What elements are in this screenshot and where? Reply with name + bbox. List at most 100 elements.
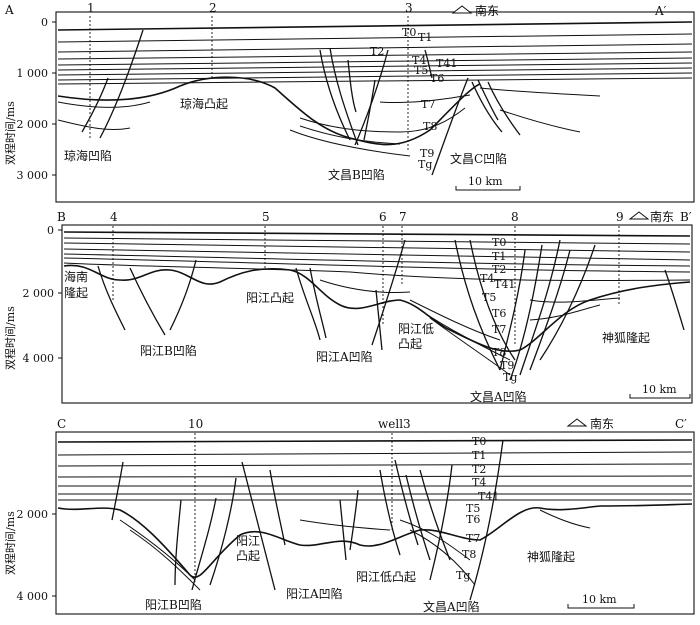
panel-c-unit-label: 阳江	[236, 534, 260, 548]
panel-b-horizon-label: T9	[500, 359, 514, 372]
panel-b-horizon-label: T2	[492, 263, 506, 276]
panel-c-end-label: C′	[675, 417, 687, 431]
panel-c-horizon-label: T1	[472, 449, 486, 462]
panel-a-horizon-label: T5	[414, 64, 428, 77]
panel-b-horizon-label: Tg	[503, 371, 517, 384]
panel-b-well-label: 7	[399, 210, 407, 224]
panel-c-horizon-label: Tg	[456, 569, 470, 582]
panel-b-unit-label: 阳江低	[398, 322, 434, 336]
panel-c-unit-label: 神狐隆起	[527, 549, 575, 564]
panel-b-horizon-label: T8	[492, 346, 506, 359]
panel-c-start-label: C	[57, 417, 66, 431]
panel-b-scale-bar	[629, 394, 691, 399]
panel-a-horizon-label: Tg	[418, 158, 432, 171]
panel-a-unit-label: 琼海凹陷	[64, 148, 112, 163]
panel-c-unit-label: 阳江B凹陷	[145, 597, 202, 612]
panel-b-horizon-label: T6	[492, 307, 506, 320]
panel-b-horizon-label: T0	[492, 236, 506, 249]
panel-c-unit-label: 文昌A凹陷	[423, 599, 480, 614]
panel-a-horizon-label: T41	[436, 57, 457, 70]
panel-b-tick: 4 000	[23, 352, 55, 365]
panel-c-horizon-label: T4	[472, 476, 486, 489]
panel-a-horizon-label: T0	[402, 26, 416, 39]
panel-b-well-label: 9	[616, 210, 624, 224]
panel-b-axis-label: 双程时间/ms	[4, 306, 17, 370]
panel-a-end-label: A′	[654, 4, 667, 18]
panel-c-horizon-label: T0	[472, 435, 486, 448]
panel-b-well-label: 8	[511, 210, 519, 224]
panel-b-tick: 2 000	[23, 287, 55, 300]
panel-b-horizon-label: T1	[492, 250, 506, 263]
panel-c-axis-label: 双程时间/ms	[4, 511, 17, 575]
panel-a-unit-label: 文昌C凹陷	[450, 151, 507, 166]
panel-b-unit-label: 阳江B凹陷	[140, 343, 197, 358]
panel-c: C 南东 C′ 双程时间/ms 2 000 4 000 10 well3	[4, 416, 695, 615]
panel-b-unit-label: 阳江A凹陷	[316, 349, 373, 364]
panel-a-axis-label: 双程时间/ms	[4, 101, 17, 165]
panel-c-direction: 南东 C′	[566, 416, 687, 431]
panel-a-horizon-label: T4	[412, 54, 426, 67]
panel-a-tick: 2 000	[17, 118, 49, 131]
panel-a: A 南东 A′ 双程时间/ms 0 1 000 2 000 3 000 1 2 …	[4, 1, 695, 203]
panel-c-unit-label: 阳江A凹陷	[286, 586, 343, 601]
panel-a-unit-label: 琼海凸起	[180, 96, 228, 111]
panel-b-unit-label: 阳江凸起	[246, 291, 294, 305]
panel-c-well-label: well3	[378, 417, 411, 431]
panel-a-well-label: 2	[209, 1, 217, 15]
panel-a-tick: 3 000	[17, 169, 49, 182]
panel-a-horizon-label: T6	[430, 72, 444, 85]
panel-b-unit-label: 隆起	[64, 285, 88, 300]
panel-a-direction: 南东 A′	[451, 3, 667, 18]
north-arrow-icon	[451, 5, 473, 14]
panel-c-unit-label: 凸起	[236, 549, 260, 563]
panel-a-direction-label: 南东	[475, 3, 499, 18]
panel-b-frame	[61, 224, 693, 404]
panel-b-well-label: 4	[110, 210, 118, 224]
panel-b-unit-label: 神狐隆起	[602, 330, 650, 345]
panel-a-start-label: A	[4, 3, 14, 17]
panel-a-horizon-label: T9	[420, 147, 434, 160]
panel-b-horizon-label: T41	[494, 278, 515, 291]
panel-b-well-label: 6	[379, 210, 387, 224]
north-arrow-icon	[628, 211, 650, 220]
panel-a-well-label: 3	[405, 1, 413, 15]
panel-c-direction-label: 南东	[590, 416, 614, 431]
panel-b-unit-label: 凸起	[398, 337, 422, 351]
panel-a-well-label: 1	[87, 1, 95, 15]
panel-b-horizon-label: T4	[480, 272, 494, 285]
panel-c-well-label: 10	[188, 417, 203, 431]
panel-c-tick: 4 000	[17, 590, 49, 603]
panel-b-horizon-label: T7	[492, 323, 506, 336]
panel-c-horizon-label: T6	[466, 513, 480, 526]
panel-b-start-label: B	[57, 210, 66, 224]
panel-b-horizon-label: T5	[482, 291, 496, 304]
panel-a-scale-label: 10 km	[468, 175, 503, 188]
panel-c-horizon-label: T41	[478, 490, 499, 503]
panel-a-horizon-label: T7	[421, 98, 435, 111]
panel-a-frame	[55, 11, 695, 203]
panel-b-well-label: 5	[262, 210, 270, 224]
panel-b-end-label: B′	[680, 210, 692, 224]
panel-a-horizon-label: T2	[370, 45, 384, 58]
panel-a-scale-bar	[455, 186, 521, 191]
panel-c-frame	[55, 431, 695, 615]
panel-b-scale-label: 10 km	[642, 383, 677, 396]
panel-a-tick: 0	[41, 16, 48, 29]
panel-c-horizon-label: T8	[462, 548, 476, 561]
panel-b: B 南东 B′ 双程时间/ms 0 2 000 4 000 4 5 6 7 8 …	[4, 209, 693, 404]
panel-c-horizon-label: T7	[466, 532, 480, 545]
panel-c-horizon-label: T5	[466, 502, 480, 515]
panel-b-unit-label: 海南	[64, 269, 88, 284]
north-arrow-icon	[566, 418, 588, 427]
panel-c-tick: 2 000	[17, 508, 49, 521]
panel-a-unit-label: 文昌B凹陷	[328, 167, 385, 182]
panel-b-direction-label: 南东	[650, 209, 674, 224]
panel-c-scale-label: 10 km	[582, 593, 617, 606]
panel-b-tick: 0	[47, 224, 54, 237]
panel-b-direction: 南东 B′	[628, 209, 692, 224]
panel-c-unit-label: 阳江低凸起	[356, 570, 416, 584]
panel-a-tick: 1 000	[17, 67, 49, 80]
panel-b-unit-label: 文昌A凹陷	[470, 389, 527, 404]
